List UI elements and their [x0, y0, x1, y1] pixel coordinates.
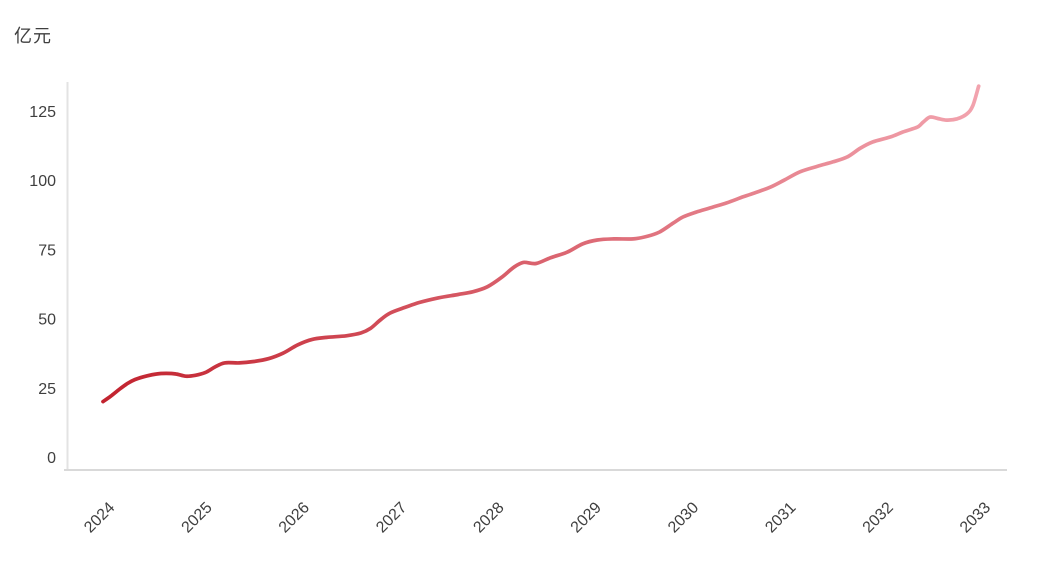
x-tick-label: 2027 — [373, 499, 410, 536]
x-tick-label: 2024 — [81, 499, 118, 536]
x-tick-label: 2026 — [276, 499, 313, 536]
x-tick-label: 2032 — [860, 499, 897, 536]
x-tick-label: 2030 — [665, 499, 702, 536]
x-tick-label: 2033 — [957, 499, 994, 536]
y-tick-label: 50 — [38, 312, 56, 329]
x-tick-label: 2028 — [470, 499, 507, 536]
y-tick-label: 75 — [38, 242, 56, 259]
x-tick-label: 2025 — [179, 499, 216, 536]
y-axis-unit-label: 亿元 — [14, 26, 52, 46]
y-tick-label: 25 — [38, 381, 56, 398]
y-tick-label: 125 — [29, 104, 56, 121]
x-tick-label: 2029 — [568, 499, 605, 536]
series-line — [101, 84, 981, 404]
x-tick-label: 2031 — [762, 499, 799, 536]
y-tick-label: 0 — [47, 450, 56, 467]
y-tick-label: 100 — [29, 173, 56, 190]
